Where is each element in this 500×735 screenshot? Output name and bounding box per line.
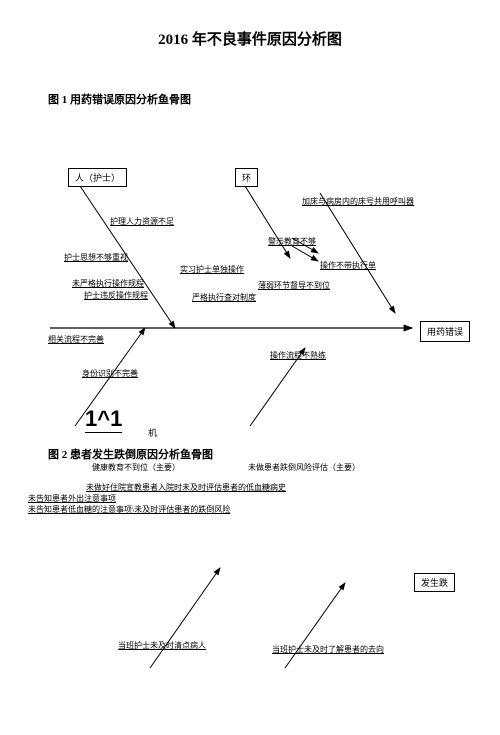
fig2-label-0: 当班护士未及时清点病人: [118, 640, 206, 651]
fig2-label-1: 当班护士未及时了解患者的去向: [272, 644, 384, 655]
fig2-head-box: 发生跌: [414, 573, 455, 592]
fig2-svg: [0, 28, 500, 735]
